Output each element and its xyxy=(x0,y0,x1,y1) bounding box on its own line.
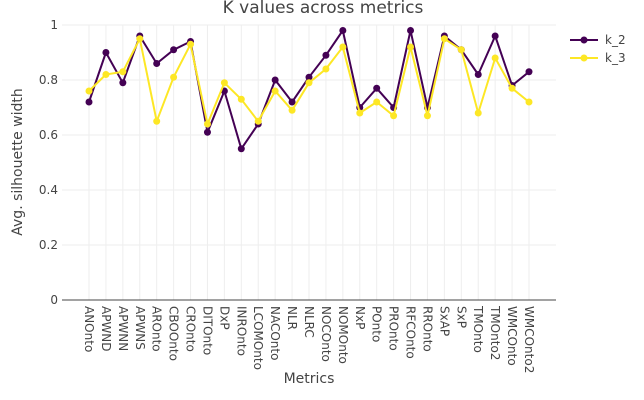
x-tick-label: TMOnto xyxy=(471,305,485,353)
legend-marker-k_3 xyxy=(580,54,588,62)
data-point-k_3[interactable] xyxy=(153,117,161,125)
data-point-k_2[interactable] xyxy=(271,76,279,84)
data-point-k_3[interactable] xyxy=(119,68,127,76)
data-point-k_3[interactable] xyxy=(102,71,110,78)
data-point-k_3[interactable] xyxy=(136,35,144,43)
data-point-k_2[interactable] xyxy=(288,98,296,106)
x-tick-label: POnto xyxy=(370,306,384,342)
data-point-k_2[interactable] xyxy=(85,98,93,106)
data-point-k_3[interactable] xyxy=(220,79,228,87)
data-point-k_2[interactable] xyxy=(322,51,330,59)
y-tick-labels: 0 0.2 0.4 0.6 0.8 1 xyxy=(39,18,58,307)
legend-label-k_2: k_2 xyxy=(605,33,626,47)
x-tick-label: WMCOnto xyxy=(505,306,519,366)
data-point-k_2[interactable] xyxy=(305,73,313,81)
x-tick-label: TMOnto2 xyxy=(488,305,502,360)
y-tick-label: 0.4 xyxy=(39,183,58,197)
data-point-k_2[interactable] xyxy=(237,145,245,153)
data-point-k_3[interactable] xyxy=(339,43,347,51)
data-point-k_3[interactable] xyxy=(356,109,364,117)
data-point-k_2[interactable] xyxy=(474,71,482,78)
x-tick-label: APWNN xyxy=(116,306,130,351)
x-tick-label: DITOnto xyxy=(200,306,214,355)
data-point-k_3[interactable] xyxy=(203,120,211,128)
x-tick-label: NOCOnto xyxy=(319,306,333,362)
data-point-k_2[interactable] xyxy=(407,27,415,34)
data-point-k_3[interactable] xyxy=(525,98,533,106)
data-point-k_2[interactable] xyxy=(203,128,211,136)
data-point-k_3[interactable] xyxy=(373,98,381,106)
data-point-k_2[interactable] xyxy=(525,68,533,76)
data-point-k_3[interactable] xyxy=(407,43,415,51)
data-point-k_2[interactable] xyxy=(491,32,499,40)
x-tick-label: LCOMOnto xyxy=(251,306,265,370)
y-tick-label: 1 xyxy=(50,18,58,32)
x-tick-label: WMCOnto2 xyxy=(522,306,536,373)
chart-title: K values across metrics xyxy=(223,0,424,18)
data-point-k_2[interactable] xyxy=(339,27,347,34)
data-point-k_3[interactable] xyxy=(85,87,93,95)
data-point-k_3[interactable] xyxy=(271,87,279,95)
legend[interactable]: k_2k_3 xyxy=(570,33,626,65)
x-tick-labels: ANOnto APWND APWNN APWNS AROnto CBOOnto CROnto… xyxy=(82,305,536,373)
x-tick-label: DxP xyxy=(217,306,231,330)
data-point-k_2[interactable] xyxy=(373,84,381,92)
y-tick-label: 0.6 xyxy=(39,128,58,142)
data-point-k_3[interactable] xyxy=(187,40,195,48)
data-point-k_3[interactable] xyxy=(237,95,245,103)
y-tick-label: 0.8 xyxy=(39,73,58,87)
x-tick-label: RROnto xyxy=(420,306,434,352)
x-tick-label: INROnto xyxy=(234,306,248,356)
x-tick-label: RFCOnto xyxy=(404,306,418,359)
data-point-k_3[interactable] xyxy=(322,65,330,73)
legend-label-k_3: k_3 xyxy=(605,51,626,65)
x-tick-label: NLR xyxy=(285,306,299,330)
x-tick-label: NLRC xyxy=(302,306,316,338)
data-point-k_3[interactable] xyxy=(440,35,448,43)
series-layer xyxy=(85,27,533,153)
data-point-k_3[interactable] xyxy=(457,46,465,54)
x-axis-title: Metrics xyxy=(284,371,335,387)
legend-item-k_3[interactable]: k_3 xyxy=(570,51,626,65)
x-tick-label: NxP xyxy=(353,306,367,329)
y-tick-label: 0 xyxy=(50,293,58,307)
x-tick-label: PROnto xyxy=(387,306,401,351)
data-point-k_3[interactable] xyxy=(423,112,431,120)
x-tick-label: ANOnto xyxy=(82,306,96,352)
grid-layer xyxy=(62,24,556,301)
x-tick-label: APWND xyxy=(99,306,113,352)
series-k_3 xyxy=(85,35,533,128)
data-point-k_3[interactable] xyxy=(288,106,296,114)
x-tick-label: CBOOnto xyxy=(167,306,181,361)
data-point-k_2[interactable] xyxy=(153,60,161,67)
data-point-k_3[interactable] xyxy=(390,112,398,120)
x-tick-label: NACOnto xyxy=(268,306,282,360)
data-point-k_3[interactable] xyxy=(254,117,262,125)
data-point-k_2[interactable] xyxy=(102,49,110,56)
data-point-k_3[interactable] xyxy=(508,84,516,92)
x-tick-label: CROnto xyxy=(184,306,198,352)
data-point-k_3[interactable] xyxy=(305,79,313,87)
x-tick-label: APWNS xyxy=(133,306,147,350)
legend-marker-k_2 xyxy=(580,36,588,44)
data-point-k_2[interactable] xyxy=(170,46,178,54)
y-tick-label: 0.2 xyxy=(39,238,58,252)
data-point-k_3[interactable] xyxy=(491,54,499,62)
y-axis-title: Avg. silhouette width xyxy=(10,88,26,235)
x-tick-label: SxAP xyxy=(437,306,451,336)
x-tick-label: NOMOnto xyxy=(336,306,350,364)
data-point-k_2[interactable] xyxy=(119,79,127,87)
data-point-k_3[interactable] xyxy=(474,109,482,117)
x-tick-label: SxP xyxy=(454,306,468,328)
legend-item-k_2[interactable]: k_2 xyxy=(570,33,626,47)
x-tick-label: AROnto xyxy=(150,306,164,352)
data-point-k_3[interactable] xyxy=(170,73,178,81)
